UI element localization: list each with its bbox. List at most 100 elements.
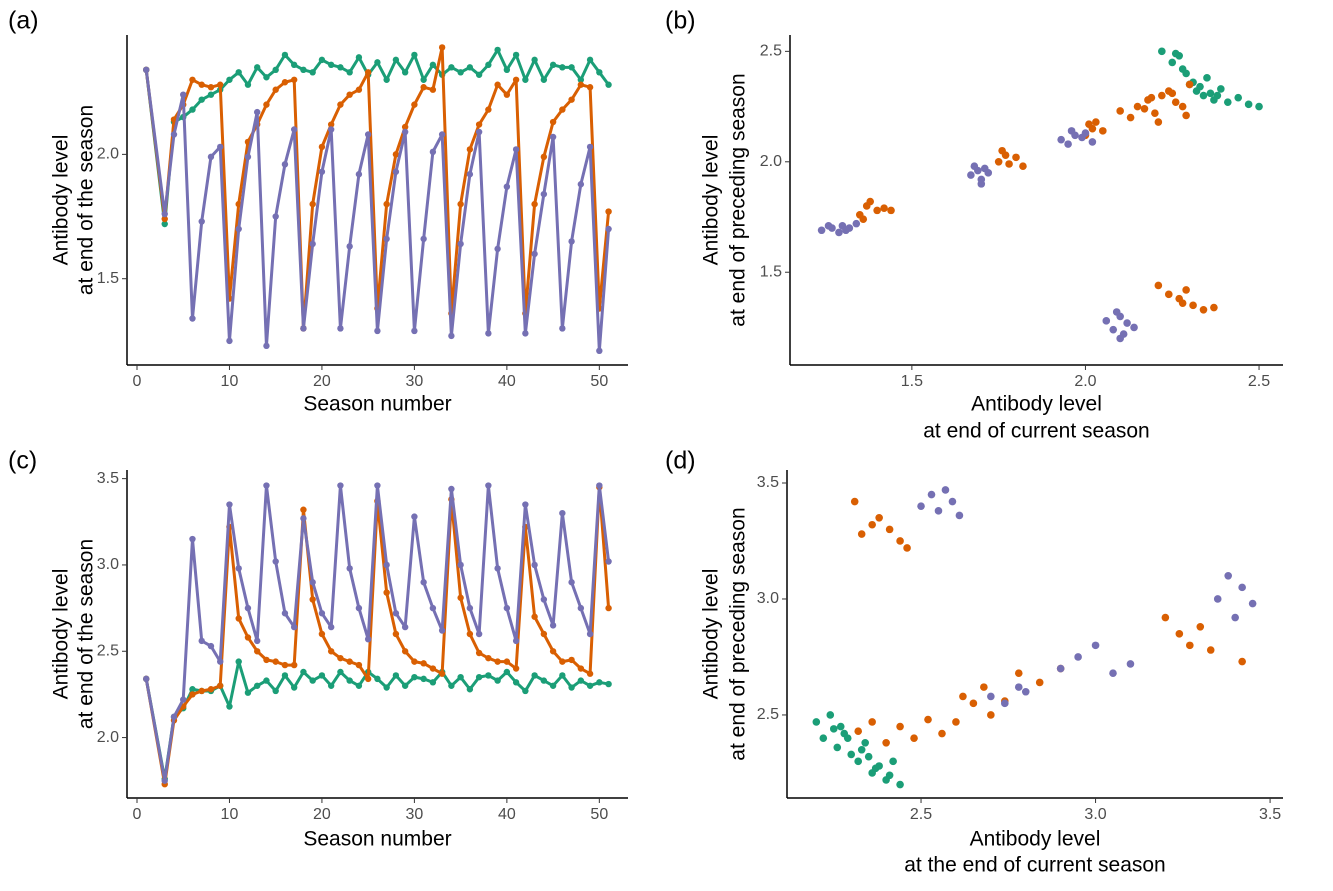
point [494, 677, 501, 684]
point [411, 327, 418, 335]
point [485, 61, 492, 69]
point [994, 157, 1003, 166]
x-axis-title: Season number [303, 393, 451, 416]
point [161, 777, 168, 784]
point [263, 677, 270, 684]
point [401, 648, 409, 655]
point [875, 513, 883, 522]
point [1178, 102, 1187, 111]
point [309, 579, 316, 586]
point [1116, 107, 1124, 115]
point [586, 84, 594, 91]
point [605, 208, 612, 215]
point [1158, 91, 1166, 100]
point [1154, 281, 1163, 290]
point [235, 69, 242, 76]
x-axis-title: Season number [303, 828, 451, 851]
point [420, 579, 427, 586]
point [318, 630, 326, 638]
point [1021, 687, 1030, 696]
point [1178, 65, 1187, 73]
point [1217, 85, 1225, 93]
series-line [144, 484, 611, 783]
point [217, 143, 224, 151]
x-tick-label: 2.5 [910, 806, 932, 823]
point [568, 238, 575, 245]
point [448, 485, 455, 493]
point [503, 91, 511, 98]
point [1210, 303, 1218, 312]
point [392, 672, 400, 679]
x-tick-label: 50 [590, 373, 608, 390]
point [253, 64, 261, 71]
point [1085, 120, 1093, 129]
point [263, 74, 270, 81]
point [843, 734, 852, 742]
point [1109, 325, 1118, 334]
point [235, 658, 242, 665]
point [327, 121, 335, 128]
point [327, 623, 335, 631]
point [300, 325, 307, 332]
y-tick-label: 3.0 [97, 556, 119, 573]
point [512, 51, 520, 59]
point [290, 661, 298, 669]
point [420, 660, 427, 667]
point [568, 656, 575, 664]
point [531, 672, 538, 679]
point [896, 780, 904, 789]
panel: (d) 2.5 3.0 3.5 2.5 3.0 3.5 Antibody level at th… [665, 447, 1283, 877]
point [596, 69, 603, 76]
point [355, 682, 363, 689]
point [924, 715, 932, 724]
point [1182, 286, 1190, 294]
point [824, 222, 833, 230]
point [1001, 699, 1009, 708]
point [559, 672, 566, 679]
point [577, 181, 585, 188]
y-tick-label: 2.0 [760, 153, 782, 170]
point [885, 525, 894, 534]
point [605, 225, 612, 233]
point [337, 101, 344, 108]
point [577, 604, 585, 612]
point [987, 711, 995, 719]
point [189, 691, 196, 698]
point [970, 162, 979, 171]
point [503, 658, 511, 665]
point [873, 206, 881, 215]
point [318, 610, 326, 617]
point [318, 56, 326, 64]
x-tick-label: 40 [498, 373, 516, 390]
point [281, 51, 289, 59]
point [1133, 102, 1142, 111]
point [170, 131, 178, 138]
point [198, 687, 205, 695]
y-axis-title: Antibody level [50, 135, 73, 266]
point [934, 507, 943, 515]
point [466, 64, 474, 71]
point [244, 634, 252, 641]
point [549, 133, 557, 141]
point [466, 686, 474, 693]
point [522, 501, 529, 508]
point [475, 649, 483, 657]
point [457, 561, 464, 569]
point [290, 61, 298, 69]
point [429, 679, 437, 686]
point [494, 81, 501, 88]
point [812, 718, 821, 726]
point [420, 84, 427, 91]
point [457, 69, 464, 76]
point [1238, 583, 1246, 592]
point [540, 677, 548, 684]
point [281, 661, 289, 669]
point [1213, 595, 1222, 603]
point [198, 637, 205, 645]
point [1147, 93, 1156, 102]
point [887, 206, 895, 215]
x-tick-label: 1.5 [901, 373, 923, 390]
point [457, 200, 464, 208]
point [559, 325, 566, 332]
point [309, 596, 316, 603]
